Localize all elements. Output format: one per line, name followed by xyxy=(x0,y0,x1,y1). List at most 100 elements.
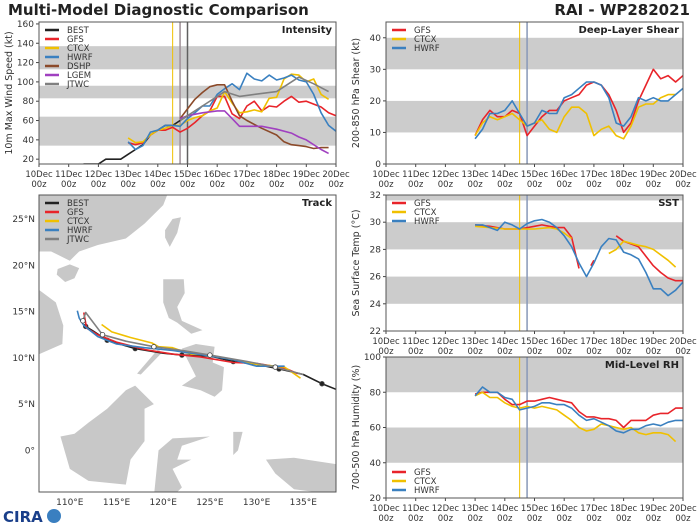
x-tick-label: 18Dec xyxy=(610,504,638,514)
land-mass xyxy=(181,343,224,397)
cira-logo-text: CIRA xyxy=(3,508,43,525)
axes-frame xyxy=(38,21,337,165)
y-tick-label: 140 xyxy=(17,39,34,49)
y-axis-label: 700-500 hPa Humidity (%) xyxy=(351,365,362,490)
shaded-band xyxy=(386,357,683,393)
x-tick-label: 11Dec xyxy=(402,337,430,347)
legend-label: GFS xyxy=(414,199,431,209)
x-tick-label: 10Dec xyxy=(372,170,400,180)
x-tick-label: 17Dec xyxy=(580,337,608,347)
x-tick-label: 115°E xyxy=(103,498,131,508)
x-tick-sublabel: 00z xyxy=(378,514,394,524)
legend-label: GFS xyxy=(67,208,84,218)
x-tick-label: 15Dec xyxy=(521,170,549,180)
series-line-ctcx xyxy=(127,73,330,144)
series-line-jtwc xyxy=(179,76,329,122)
x-tick-label: 18Dec xyxy=(610,170,638,180)
legend-label: JTWC xyxy=(66,235,89,245)
x-tick-sublabel: 00z xyxy=(438,180,454,190)
x-tick-sublabel: 00z xyxy=(467,180,483,190)
x-tick-sublabel: 00z xyxy=(467,347,483,357)
x-tick-sublabel: 00z xyxy=(616,180,632,190)
y-tick-label: 160 xyxy=(17,20,34,30)
x-tick-sublabel: 00z xyxy=(675,514,691,524)
x-tick-sublabel: 00z xyxy=(527,514,543,524)
y-tick-label: 30 xyxy=(370,218,382,228)
series-line-ctcx xyxy=(474,391,677,443)
x-tick-label: 16Dec xyxy=(204,170,232,180)
land-mass xyxy=(56,264,80,282)
x-tick-sublabel: 00z xyxy=(527,347,543,357)
y-axis-label: Sea Surface Temp (°C) xyxy=(351,209,362,316)
x-tick-sublabel: 00z xyxy=(328,180,344,190)
y-tick-label: 100 xyxy=(364,353,381,363)
y-tick-label: 20 xyxy=(370,97,382,107)
series-line-hwrf xyxy=(474,81,683,140)
x-tick-label: 19Dec xyxy=(640,337,668,347)
series-line-hwrf xyxy=(475,218,683,297)
legend-label: CTCX xyxy=(414,208,437,218)
x-tick-sublabel: 00z xyxy=(269,180,285,190)
axes-frame xyxy=(385,356,684,499)
land-mass xyxy=(154,436,210,492)
x-tick-label: 15Dec xyxy=(174,170,202,180)
x-tick-label: 12Dec xyxy=(85,170,113,180)
land-mass xyxy=(39,289,64,355)
x-tick-sublabel: 00z xyxy=(61,180,77,190)
legend-label: HWRF xyxy=(414,217,440,227)
series-line-jtwc xyxy=(82,311,304,376)
x-tick-label: 13Dec xyxy=(461,504,489,514)
plot-area xyxy=(386,22,683,164)
x-tick-sublabel: 00z xyxy=(150,180,166,190)
y-tick-label: 40 xyxy=(23,136,35,146)
x-tick-label: 125°E xyxy=(196,498,224,508)
x-tick-label: 11Dec xyxy=(402,504,430,514)
x-tick-label: 135°E xyxy=(290,498,318,508)
plot-area xyxy=(386,195,683,331)
x-tick-sublabel: 00z xyxy=(616,347,632,357)
x-tick-sublabel: 00z xyxy=(675,180,691,190)
x-tick-sublabel: 00z xyxy=(616,514,632,524)
x-tick-label: 20Dec xyxy=(322,170,350,180)
land-mass xyxy=(39,195,168,261)
y-axis-label: 200-850 hPa Shear (kt) xyxy=(351,38,362,148)
panel-sst: 22242628303210Dec00z11Dec00z12Dec00z13De… xyxy=(351,191,697,357)
y-tick-label: 20°N xyxy=(12,261,35,271)
shaded-band xyxy=(386,427,683,463)
panel-title: Intensity xyxy=(282,25,333,36)
x-tick-label: 13Dec xyxy=(114,170,142,180)
y-tick-label: 60 xyxy=(370,424,382,434)
panel-title: Mid-Level RH xyxy=(605,360,679,371)
x-tick-sublabel: 00z xyxy=(378,347,394,357)
plot-area xyxy=(386,357,683,498)
track-point-marker xyxy=(319,381,325,387)
x-tick-sublabel: 00z xyxy=(557,514,573,524)
x-tick-sublabel: 00z xyxy=(239,180,255,190)
legend-label: BEST xyxy=(67,199,90,209)
track-point-marker xyxy=(272,364,278,370)
x-tick-sublabel: 00z xyxy=(438,347,454,357)
panel-title: SST xyxy=(658,198,679,209)
legend-label: GFS xyxy=(414,468,431,478)
panel-title: Deep-Layer Shear xyxy=(579,25,680,36)
track-point-marker xyxy=(80,318,86,324)
x-tick-sublabel: 00z xyxy=(646,180,662,190)
x-tick-label: 12Dec xyxy=(432,170,460,180)
legend-label: CTCX xyxy=(414,477,437,487)
x-tick-label: 14Dec xyxy=(144,170,172,180)
y-tick-label: 10 xyxy=(370,128,382,138)
series-line-gfs xyxy=(127,95,336,146)
legend-label: HWRF xyxy=(67,226,93,236)
y-tick-label: 0 xyxy=(375,160,381,170)
x-tick-sublabel: 00z xyxy=(497,347,513,357)
y-tick-label: 10°N xyxy=(12,354,35,364)
x-tick-sublabel: 00z xyxy=(497,514,513,524)
series-line-ctcx xyxy=(474,93,676,140)
x-tick-label: 14Dec xyxy=(491,504,519,514)
x-tick-sublabel: 00z xyxy=(180,180,196,190)
x-tick-label: 10Dec xyxy=(372,337,400,347)
legend-label: BEST xyxy=(67,26,90,36)
track-point-marker xyxy=(207,352,213,358)
x-tick-sublabel: 00z xyxy=(91,180,107,190)
legend-label: HWRF xyxy=(414,44,440,54)
